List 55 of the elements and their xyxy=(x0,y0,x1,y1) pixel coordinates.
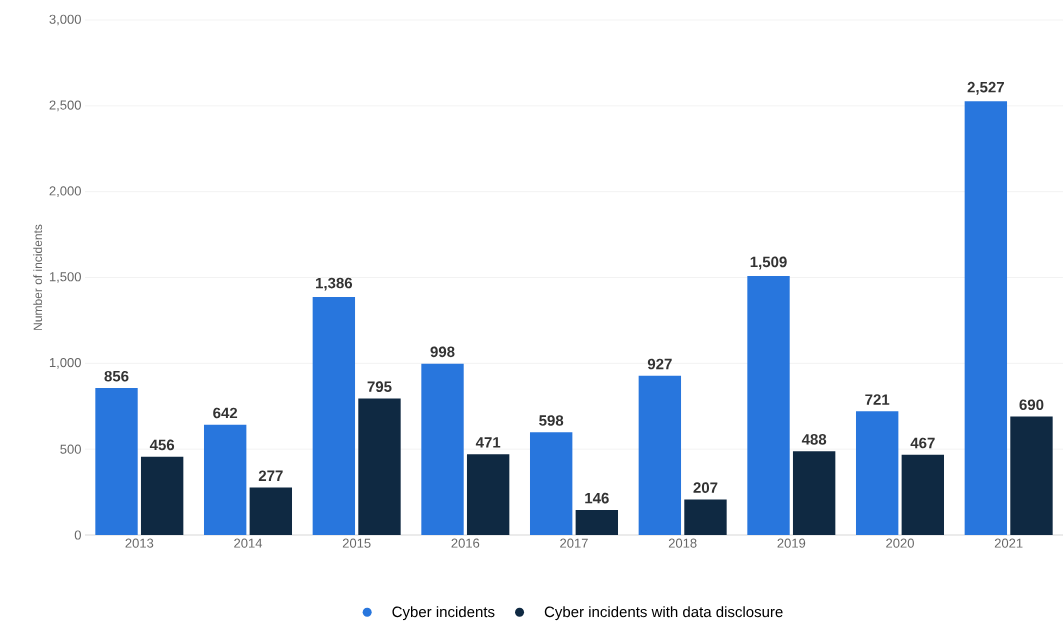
bar xyxy=(529,432,573,535)
x-tick-label: 2015 xyxy=(342,538,371,548)
bar xyxy=(792,451,836,535)
data-label: 467 xyxy=(910,437,935,449)
bar xyxy=(638,375,682,535)
x-tick-label: 2018 xyxy=(668,538,697,548)
x-tick-label: 2020 xyxy=(886,538,914,548)
bar xyxy=(684,499,727,535)
y-tick-label: 2,000 xyxy=(49,186,81,198)
bar xyxy=(855,411,899,535)
data-label: 277 xyxy=(258,470,283,481)
bar xyxy=(901,454,945,535)
bar xyxy=(249,487,293,535)
data-label: 488 xyxy=(801,434,827,445)
data-label: 721 xyxy=(865,394,890,405)
bar xyxy=(1010,416,1053,535)
bar xyxy=(747,275,790,535)
data-label: 456 xyxy=(149,439,175,451)
data-label: 927 xyxy=(647,358,672,370)
bar xyxy=(466,454,510,535)
y-tick-label: 0 xyxy=(74,530,81,540)
bar xyxy=(312,297,356,535)
bar xyxy=(358,398,401,535)
bar xyxy=(203,424,247,535)
data-label: 690 xyxy=(1019,399,1044,411)
x-tick-label: 2021 xyxy=(994,538,1023,548)
x-tick-label: 2019 xyxy=(777,538,806,548)
x-tick-label: 2013 xyxy=(125,538,154,548)
data-label: 2,527 xyxy=(967,81,1004,95)
y-tick-label: 3,000 xyxy=(49,14,81,26)
y-tick-label: 1,500 xyxy=(49,272,81,283)
data-label: 146 xyxy=(585,492,609,504)
data-label: 471 xyxy=(475,437,501,448)
legend-label: Cyber incidents xyxy=(392,606,495,621)
data-label: 207 xyxy=(693,482,718,493)
data-label: 598 xyxy=(539,415,564,426)
x-tick-label: 2016 xyxy=(451,538,480,548)
data-label: 1,509 xyxy=(750,256,787,270)
bar xyxy=(575,509,619,535)
y-tick-label: 1,000 xyxy=(49,357,81,369)
y-tick-label: 2,500 xyxy=(49,100,81,112)
x-tick-label: 2017 xyxy=(560,538,588,548)
data-label: 1,386 xyxy=(316,277,353,291)
data-label: 795 xyxy=(367,381,392,392)
data-label: 642 xyxy=(213,407,238,419)
legend-label: Cyber incidents with data disclosure xyxy=(544,606,783,621)
x-tick-label: 2014 xyxy=(234,538,263,548)
y-tick-label: 500 xyxy=(60,444,81,454)
bar xyxy=(140,456,184,535)
bar xyxy=(964,101,1008,535)
y-axis-title: Number of incidents xyxy=(33,224,43,330)
data-label: 998 xyxy=(430,346,455,358)
bar xyxy=(95,388,138,535)
data-label: 856 xyxy=(104,370,129,382)
bar xyxy=(421,363,464,535)
